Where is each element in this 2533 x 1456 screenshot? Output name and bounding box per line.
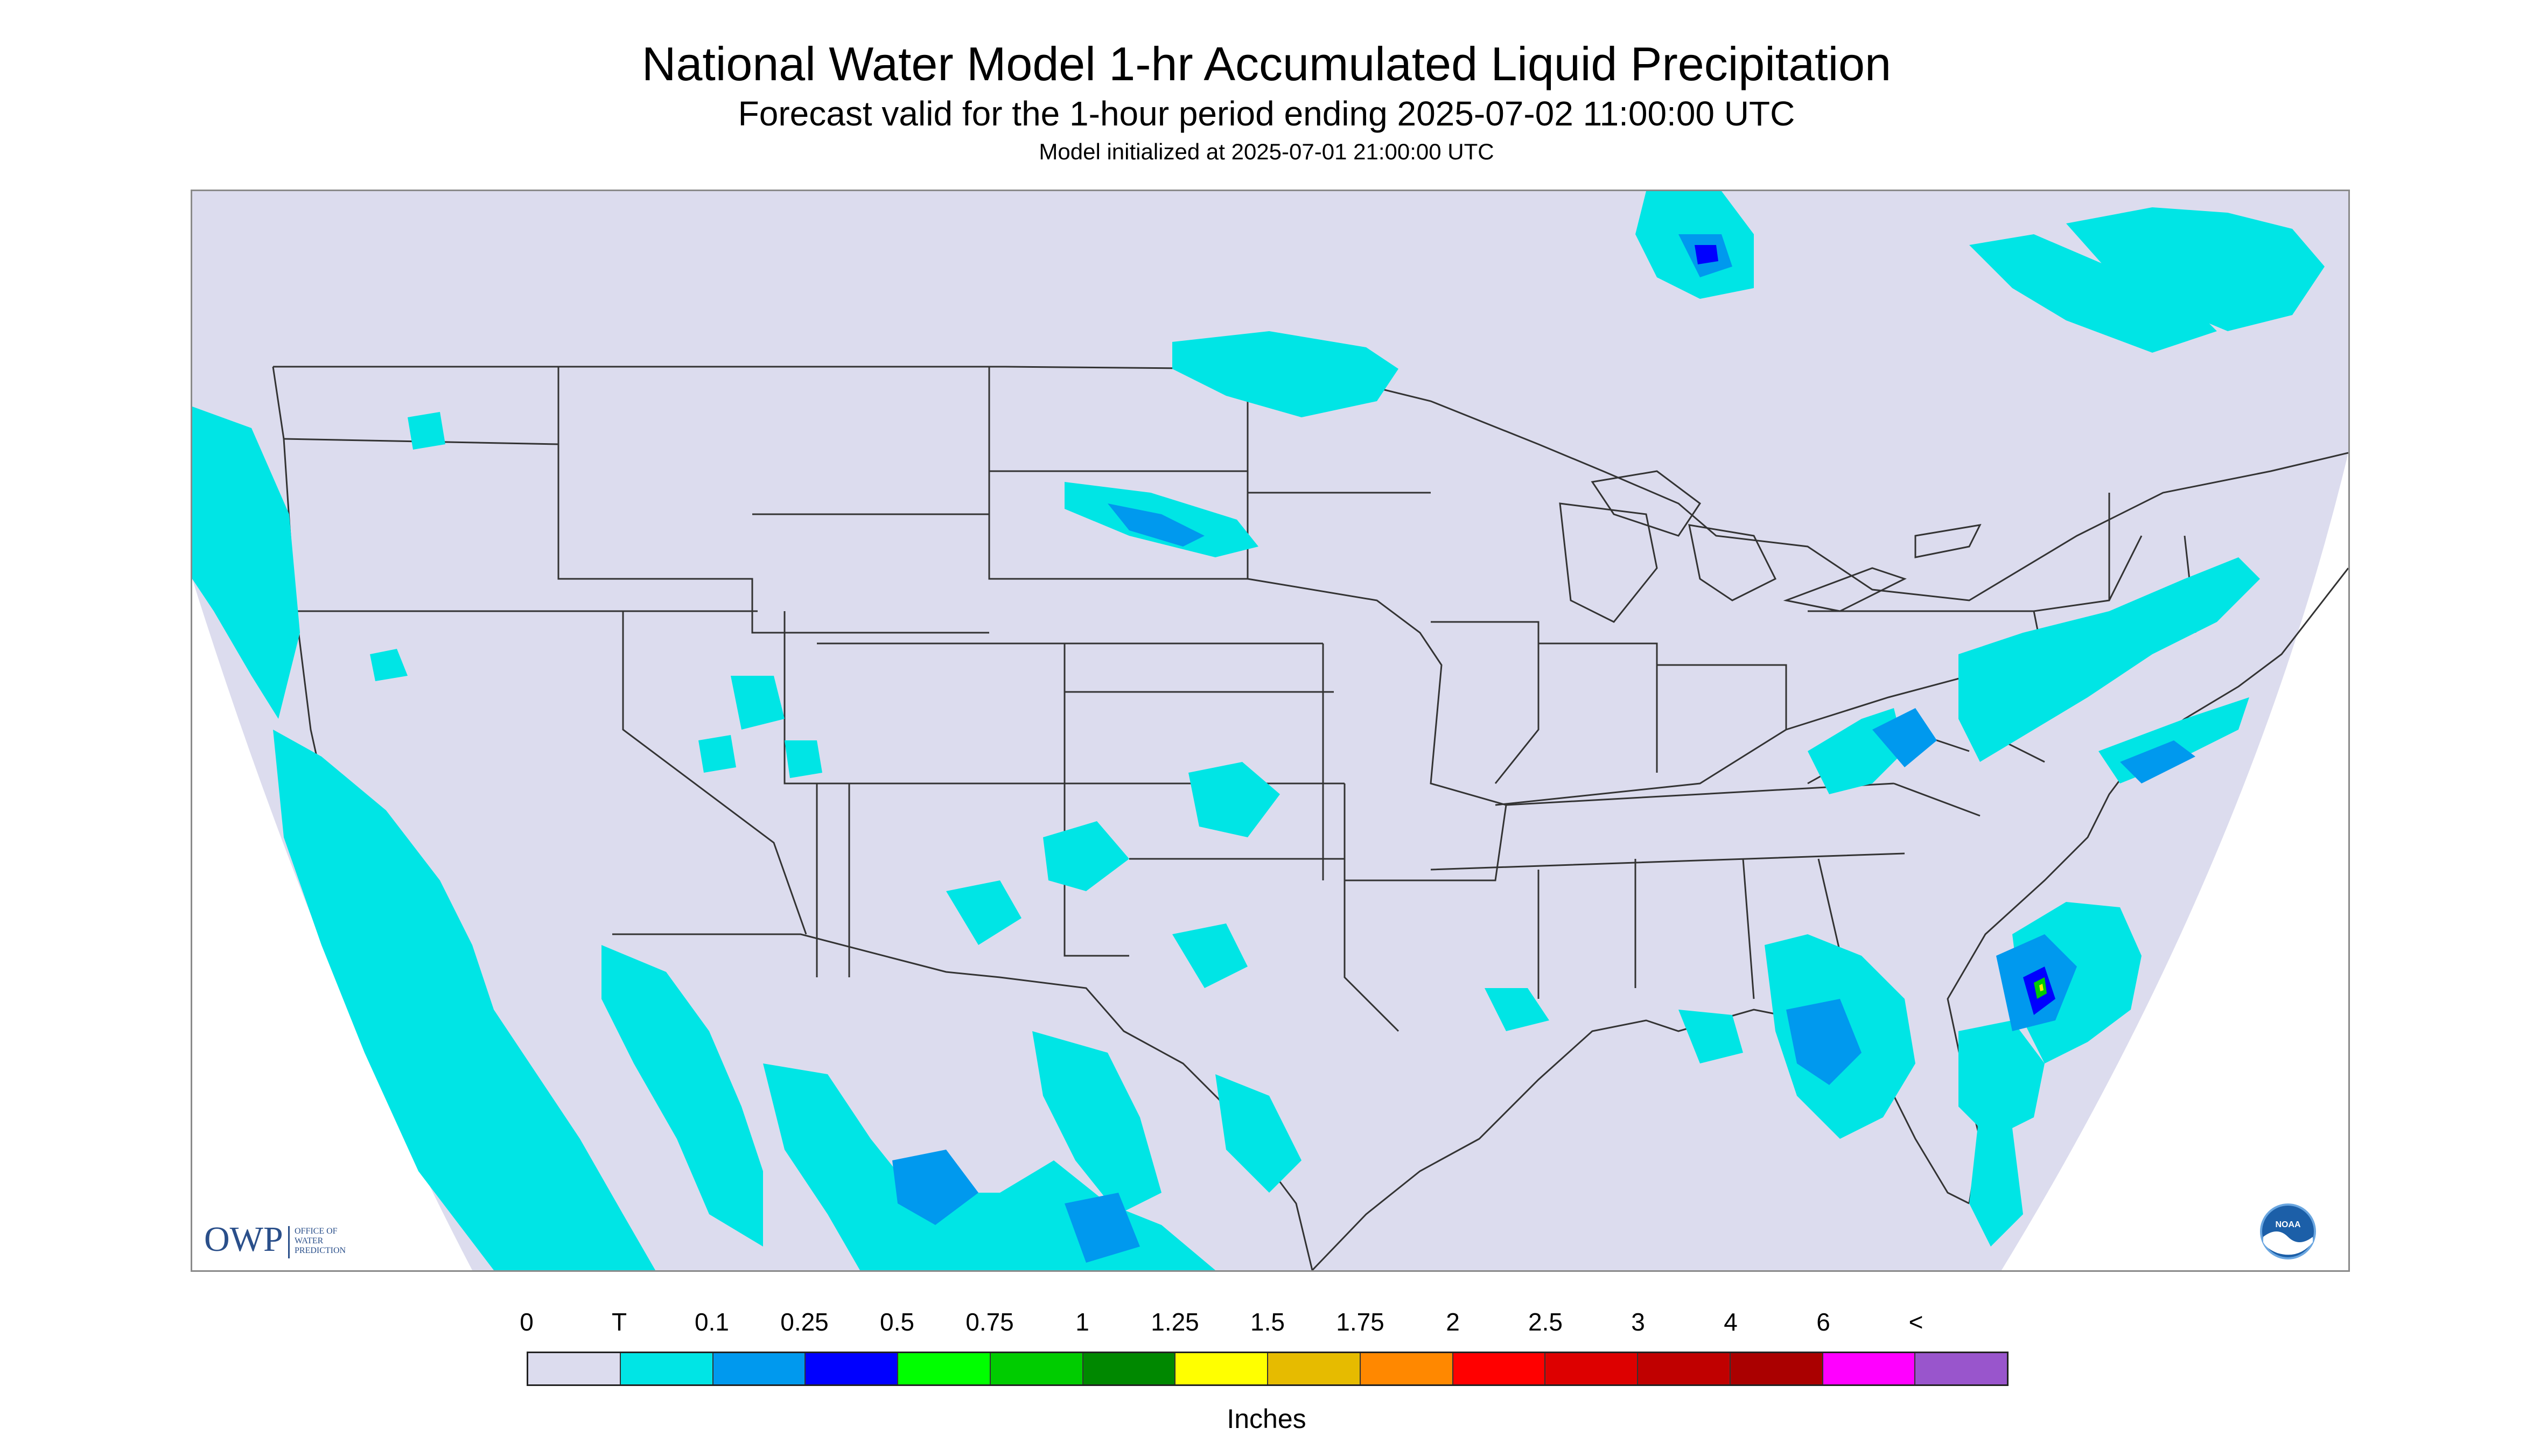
legend-swatch [1175,1353,1268,1384]
legend-label: 1.25 [1151,1308,1199,1336]
legend-label: T [611,1308,627,1336]
owp-office-of-text: OFFICE OF [295,1227,338,1236]
legend-labels: 0 T 0.1 0.25 0.5 0.75 1 1.25 1.5 1.75 2 2.5 3 4 6 < [520,1300,2009,1336]
id-wy-mt [557,367,989,634]
legend-label: 0 [520,1308,534,1336]
model-init-text: Model initialized at 2025-07-01 21:00:00… [1039,139,1494,164]
forecast-valid-subtitle: Forecast valid for the 1-hour period end… [738,94,1795,133]
legend-swatch [1268,1353,1361,1384]
legend-label: 2 [1446,1308,1460,1336]
legend-label: < [1908,1308,1923,1336]
legend-swatch [713,1353,806,1384]
owp-logo: OWP OFFICE OF WATER PREDICTION [204,1220,346,1259]
legend-label: 6 [1816,1308,1830,1336]
legend-swatch [1083,1353,1176,1384]
map-canvas: OWP OFFICE OF WATER PREDICTION NOAA [192,191,2348,1270]
legend-label: 0.25 [780,1308,829,1336]
co-nm-line [817,642,1066,785]
legend-swatch [1360,1353,1453,1384]
legend-label: 1.5 [1250,1308,1285,1336]
noaa-logo-text: NOAA [2275,1220,2301,1229]
legend-label: 3 [1631,1308,1645,1336]
owp-water-text: WATER [295,1236,324,1245]
owp-logo-text: OWP [204,1220,283,1259]
legend-swatch [898,1353,991,1384]
legend-label: 4 [1724,1308,1738,1336]
precip-legend: 0 T 0.1 0.25 0.5 0.75 1 1.25 1.5 1.75 2 2.5 3 4 6 < [520,1300,2009,1408]
legend-label: 2.5 [1528,1308,1563,1336]
legend-label: 1.75 [1336,1308,1384,1336]
owp-prediction-text: PREDICTION [295,1246,346,1255]
legend-swatch [990,1353,1083,1384]
dakotas [988,367,1249,580]
legend-swatch [806,1353,898,1384]
map-title: National Water Model 1-hr Accumulated Li… [641,37,1892,90]
legend-label: 0.75 [965,1308,1014,1336]
legend-swatch [1915,1353,2007,1384]
legend-swatch [528,1353,621,1384]
legend-label: 0.5 [880,1308,914,1336]
legend-label: 1 [1075,1308,1089,1336]
south-lines [1430,782,1905,999]
precipitation-map[interactable]: OWP OFFICE OF WATER PREDICTION NOAA [191,190,2350,1272]
legend-swatch [1453,1353,1546,1384]
legend-color-bar [527,1352,2009,1386]
legend-label: 0.1 [695,1308,729,1336]
legend-swatch [1823,1353,1916,1384]
noaa-logo: NOAA [2260,1203,2316,1259]
precip-heavy [892,234,2195,1263]
legend-units-label: Inches [1227,1404,1306,1434]
ca-nv-diag [622,611,807,935]
tx-east [1129,783,1400,1032]
legend-swatch [620,1353,713,1384]
great-lakes [1559,470,1982,623]
legend-swatch [1545,1353,1638,1384]
legend-swatch [1730,1353,1823,1384]
legend-swatch [1638,1353,1731,1384]
